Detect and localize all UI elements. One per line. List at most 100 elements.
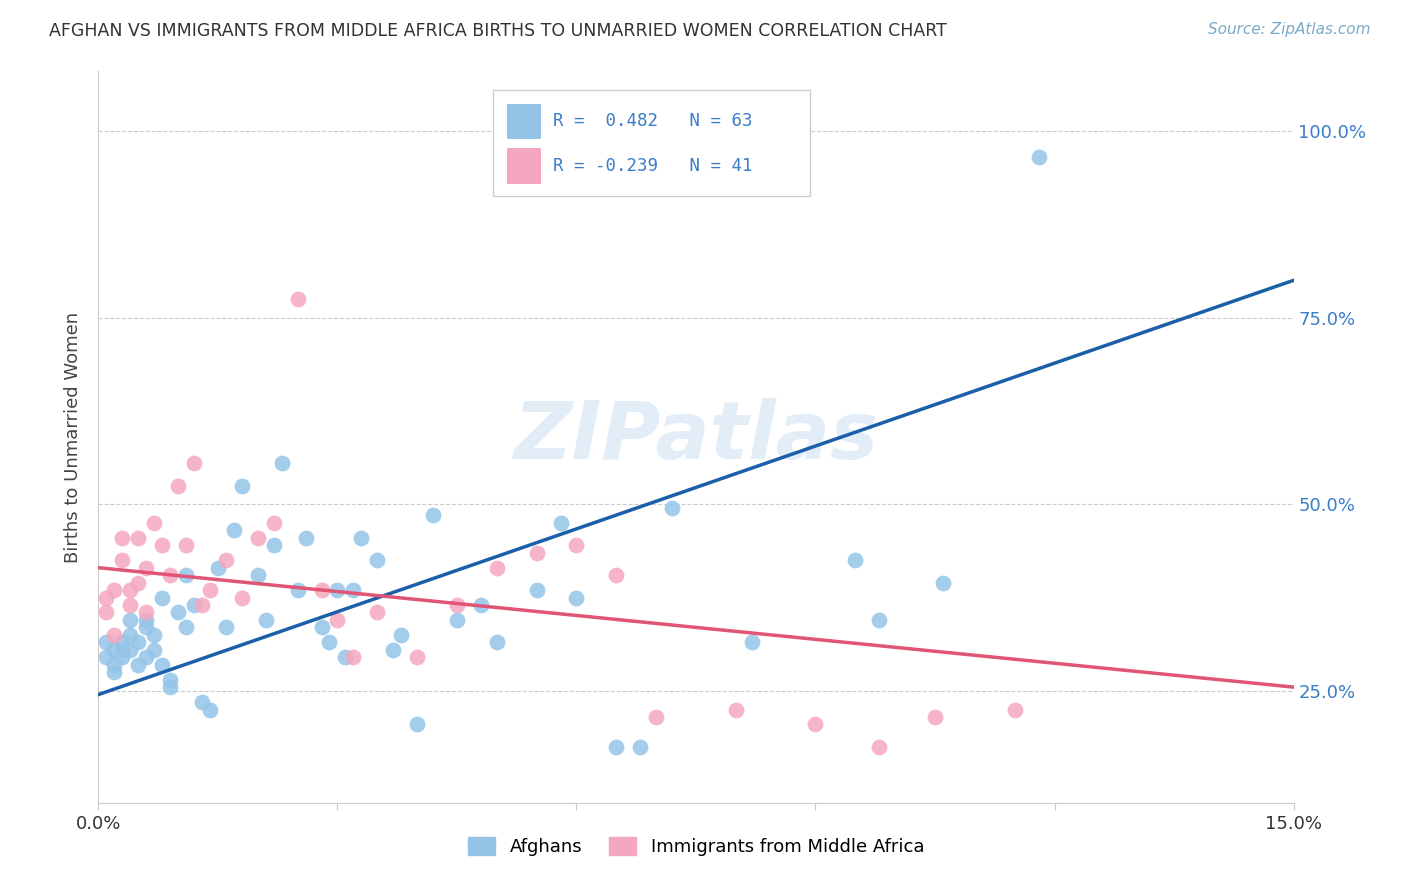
Point [350, 531, 373, 545]
Point [143, 516, 166, 530]
Point [96, 606, 118, 620]
Point [924, 710, 946, 724]
Point [231, 591, 253, 605]
Point [135, 606, 157, 620]
Bar [508, 103, 541, 139]
Point [150, 657, 173, 672]
Point [111, 635, 134, 649]
Point [174, 568, 197, 582]
Point [287, 292, 309, 306]
Point [127, 531, 149, 545]
Point [174, 538, 197, 552]
Point [215, 553, 238, 567]
Text: R = -0.239   N = 41: R = -0.239 N = 41 [553, 157, 752, 175]
Point [294, 531, 316, 545]
Point [103, 665, 125, 680]
Point [111, 650, 134, 665]
Text: Source: ZipAtlas.com: Source: ZipAtlas.com [1208, 22, 1371, 37]
Point [932, 575, 955, 590]
Point [422, 508, 444, 523]
Point [382, 642, 405, 657]
Point [111, 531, 134, 545]
Point [565, 591, 588, 605]
Point [135, 613, 157, 627]
Point [174, 620, 197, 634]
Point [311, 583, 333, 598]
Point [526, 583, 548, 598]
Point [222, 524, 245, 538]
Point [191, 695, 214, 709]
Point [446, 598, 468, 612]
FancyBboxPatch shape [494, 90, 810, 195]
Bar [508, 148, 541, 184]
Point [143, 642, 166, 657]
Point [183, 598, 205, 612]
Point [1028, 150, 1050, 164]
Point [135, 650, 157, 665]
Point [526, 546, 548, 560]
Point [135, 560, 157, 574]
Point [565, 538, 588, 552]
Point [550, 516, 572, 530]
Point [231, 478, 253, 492]
Point [741, 635, 763, 649]
Point [246, 568, 269, 582]
Point [326, 583, 349, 598]
Point [127, 575, 149, 590]
Point [868, 739, 890, 754]
Point [263, 516, 285, 530]
Point [143, 628, 166, 642]
Point [287, 583, 309, 598]
Point [198, 702, 221, 716]
Point [868, 613, 890, 627]
Point [470, 598, 492, 612]
Point [135, 620, 157, 634]
Point [159, 680, 181, 694]
Point [215, 620, 238, 634]
Point [150, 591, 173, 605]
Text: ZIPatlas: ZIPatlas [513, 398, 879, 476]
Point [246, 531, 269, 545]
Point [342, 650, 364, 665]
Point [120, 642, 142, 657]
Point [120, 598, 142, 612]
Point [263, 538, 285, 552]
Point [485, 560, 508, 574]
Legend: Afghans, Immigrants from Middle Africa: Afghans, Immigrants from Middle Africa [461, 830, 931, 863]
Point [198, 583, 221, 598]
Point [366, 553, 388, 567]
Point [1004, 702, 1026, 716]
Point [183, 456, 205, 470]
Point [120, 583, 142, 598]
Point [159, 568, 181, 582]
Point [485, 635, 508, 649]
Point [318, 635, 340, 649]
Point [326, 613, 349, 627]
Point [103, 657, 125, 672]
Point [661, 500, 683, 515]
Point [605, 739, 627, 754]
Y-axis label: Births to Unmarried Women: Births to Unmarried Women [65, 311, 83, 563]
Point [120, 613, 142, 627]
Point [406, 717, 429, 731]
Point [406, 650, 429, 665]
Point [103, 628, 125, 642]
Point [127, 657, 149, 672]
Point [605, 568, 627, 582]
Point [724, 702, 747, 716]
Point [446, 613, 468, 627]
Text: R =  0.482   N = 63: R = 0.482 N = 63 [553, 112, 752, 130]
Point [120, 628, 142, 642]
Point [628, 739, 651, 754]
Point [96, 635, 118, 649]
Point [342, 583, 364, 598]
Point [127, 635, 149, 649]
Point [167, 478, 190, 492]
Point [270, 456, 292, 470]
Point [389, 628, 412, 642]
Point [804, 717, 827, 731]
Point [167, 606, 190, 620]
Point [111, 553, 134, 567]
Point [254, 613, 277, 627]
Point [159, 673, 181, 687]
